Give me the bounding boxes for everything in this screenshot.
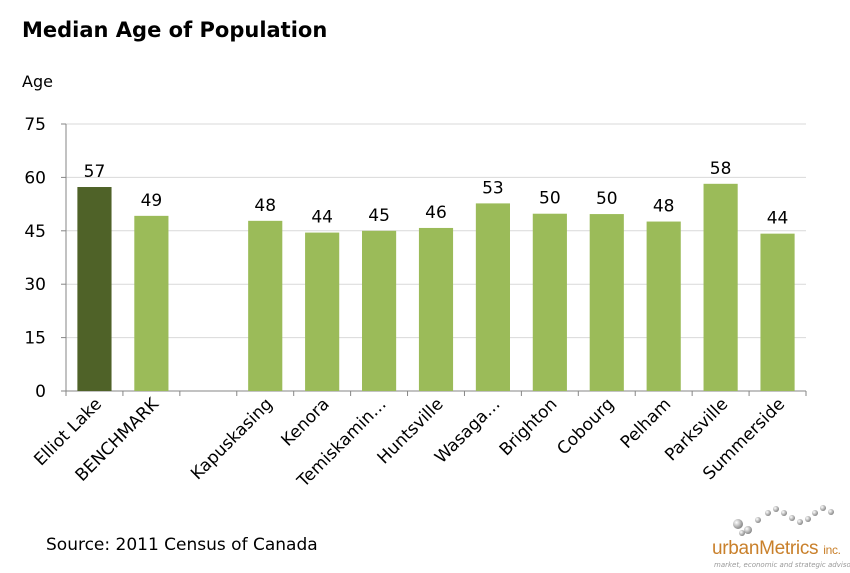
bar — [305, 232, 340, 391]
data-label: 44 — [767, 209, 789, 229]
bar — [362, 230, 397, 391]
y-tick-label: 60 — [24, 168, 46, 188]
data-label: 53 — [482, 178, 504, 198]
data-label: 44 — [311, 208, 333, 228]
bar — [134, 215, 169, 391]
data-label: 50 — [596, 189, 618, 209]
x-tick-label: Brighton — [496, 394, 562, 460]
bar — [475, 203, 510, 391]
data-label: 50 — [539, 189, 561, 209]
bar — [532, 213, 567, 391]
bar — [760, 233, 795, 391]
data-label: 58 — [710, 159, 732, 179]
y-axis-label: Age — [22, 72, 53, 91]
bar — [77, 187, 112, 391]
x-tick-label: Cobourg — [553, 394, 618, 459]
y-tick-label: 0 — [35, 382, 46, 402]
y-tick-label: 75 — [24, 115, 46, 135]
x-tick-label: Pelham — [617, 394, 675, 452]
data-label: 49 — [141, 191, 163, 211]
data-label: 57 — [84, 162, 106, 182]
data-label: 48 — [254, 196, 276, 216]
bar — [248, 220, 283, 391]
logo-wordmark: urbanMetrics inc. — [712, 538, 841, 559]
x-tick-label: Kapuskasing — [187, 394, 277, 484]
logo-tagline: market, economic and strategic advisors — [714, 561, 850, 569]
urbanmetrics-logo: urbanMetrics inc. market, economic and s… — [712, 500, 850, 572]
bar — [646, 221, 681, 391]
logo-dots-icon — [733, 505, 834, 536]
x-tick-label: Kenora — [278, 394, 334, 450]
bar — [418, 227, 454, 391]
data-label: 46 — [425, 203, 447, 223]
y-tick-label: 30 — [24, 275, 46, 295]
y-tick-label: 45 — [24, 222, 46, 242]
source-note: Source: 2011 Census of Canada — [46, 535, 318, 555]
data-label: 48 — [653, 197, 675, 217]
bar — [589, 214, 624, 391]
data-label: 45 — [368, 206, 390, 226]
bar — [703, 183, 738, 391]
chart-title: Median Age of Population — [22, 18, 328, 42]
y-tick-label: 15 — [24, 329, 46, 349]
